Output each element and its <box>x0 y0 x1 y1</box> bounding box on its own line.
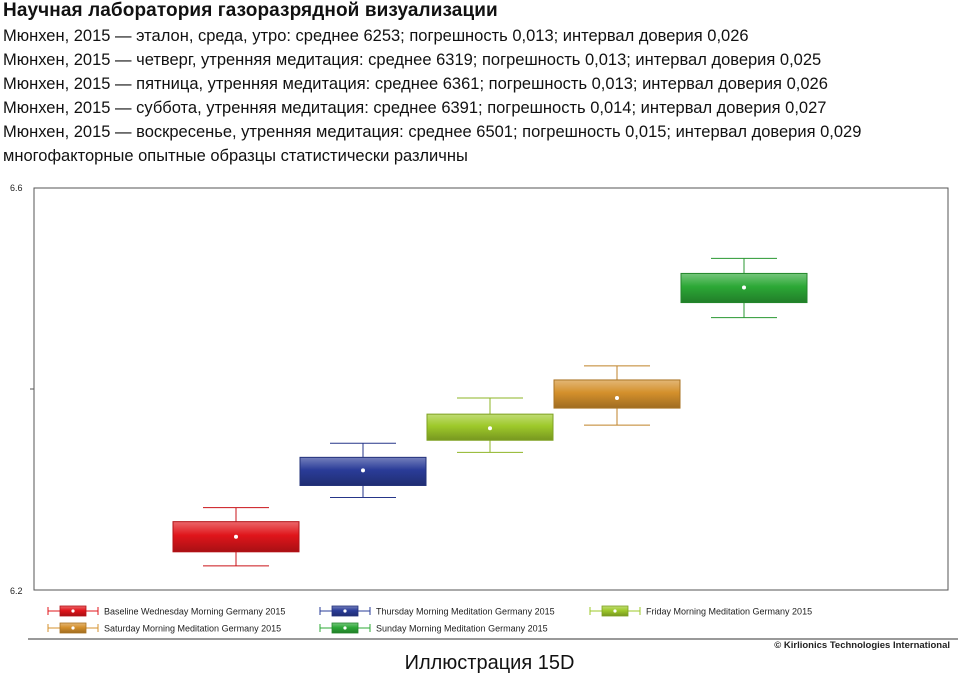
mean-marker <box>742 285 746 290</box>
box-series-4 <box>553 365 681 426</box>
box-series-1 <box>172 507 300 567</box>
stats-line-conclusion: многофакторные опытные образцы статистич… <box>3 147 468 165</box>
box-chart: 6.6 6.2 Baseline Wednesday Morning Germa… <box>10 183 958 650</box>
mean-marker <box>234 534 238 539</box>
legend-item-4: Saturday Morning Meditation Germany 2015 <box>47 622 281 634</box>
mean-marker <box>488 426 492 431</box>
legend: Baseline Wednesday Morning Germany 2015 T… <box>47 605 812 634</box>
legend-label: Saturday Morning Meditation Germany 2015 <box>104 624 281 634</box>
legend-item-2: Thursday Morning Meditation Germany 2015 <box>319 605 555 617</box>
legend-label: Thursday Morning Meditation Germany 2015 <box>376 607 555 617</box>
mean-marker <box>615 396 619 401</box>
stats-line-saturday: Мюнхен, 2015 — суббота, утренняя медитац… <box>3 99 827 117</box>
stats-line-sunday: Мюнхен, 2015 — воскресенье, утренняя мед… <box>3 123 862 141</box>
stats-line-thursday: Мюнхен, 2015 — четверг, утренняя медитац… <box>3 51 822 69</box>
legend-label: Sunday Morning Meditation Germany 2015 <box>376 624 548 634</box>
stats-line-friday: Мюнхен, 2015 — пятница, утренняя медитац… <box>3 75 828 93</box>
legend-label: Friday Morning Meditation Germany 2015 <box>646 607 812 617</box>
y-tick-label-top: 6.6 <box>10 183 23 193</box>
box-series-2 <box>299 442 427 499</box>
box-body <box>553 379 681 409</box>
legend-item-3: Friday Morning Meditation Germany 2015 <box>589 605 812 617</box>
legend-item-5: Sunday Morning Meditation Germany 2015 <box>319 622 548 634</box>
plot-frame <box>33 187 949 591</box>
page-heading: Научная лаборатория газоразрядной визуал… <box>3 0 498 21</box>
legend-label: Baseline Wednesday Morning Germany 2015 <box>104 607 285 617</box>
box-series-3 <box>426 397 554 453</box>
y-tick-label-bottom: 6.2 <box>10 586 23 596</box>
stats-line-baseline: Мюнхен, 2015 — эталон, среда, утро: сред… <box>3 27 749 45</box>
copyright-label: © Kirlionics Technologies International <box>774 640 950 650</box>
box-series-5 <box>680 257 808 319</box>
legend-item-1: Baseline Wednesday Morning Germany 2015 <box>47 605 285 617</box>
boxes-group <box>172 257 808 567</box>
figure-caption: Иллюстрация 15D <box>404 652 575 674</box>
mean-marker <box>361 468 365 473</box>
stats-lines: Мюнхен, 2015 — эталон, среда, утро: сред… <box>3 24 861 168</box>
